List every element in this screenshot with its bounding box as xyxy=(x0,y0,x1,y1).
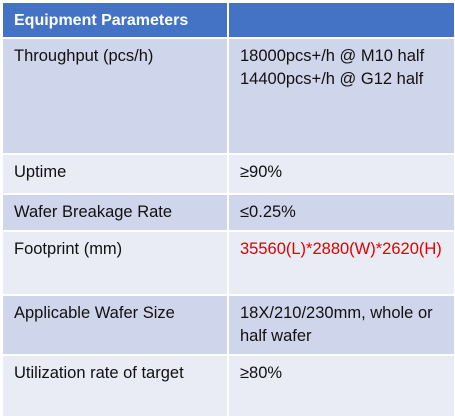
value-line: ≥90% xyxy=(240,163,283,181)
value-cell: ≥80% xyxy=(229,356,454,416)
value-line: 18X/210/230mm, whole or half wafer xyxy=(240,304,433,345)
label-cell: Footprint (mm) xyxy=(3,232,227,294)
value-line: 35560(L)*2880(W)*2620(H) xyxy=(240,240,442,258)
label-cell: Applicable Wafer Size xyxy=(3,296,227,354)
value-line: 18000pcs+/h @ M10 half xyxy=(240,47,425,65)
value-line: ≥80% xyxy=(240,364,283,382)
header-cell xyxy=(229,3,454,37)
label-cell: Uptime xyxy=(3,155,227,193)
parameter-table: Equipment Parameters Throughput (pcs/h) 18… xyxy=(3,3,454,416)
value-cell: ≥90% xyxy=(229,155,454,193)
label-cell: Utilization rate of target xyxy=(3,356,227,416)
value-line: 14400pcs+/h @ G12 half xyxy=(240,70,424,88)
label-cell: Throughput (pcs/h) xyxy=(3,39,227,153)
label-cell: Wafer Breakage Rate xyxy=(3,195,227,230)
value-line: ≤0.25% xyxy=(240,203,296,221)
value-cell: 18X/210/230mm, whole or half wafer xyxy=(229,296,454,354)
value-cell: 35560(L)*2880(W)*2620(H) xyxy=(229,232,454,294)
value-cell: 18000pcs+/h @ M10 half 14400pcs+/h @ G12 … xyxy=(229,39,454,153)
value-cell: ≤0.25% xyxy=(229,195,454,230)
header-cell: Equipment Parameters xyxy=(3,3,227,37)
